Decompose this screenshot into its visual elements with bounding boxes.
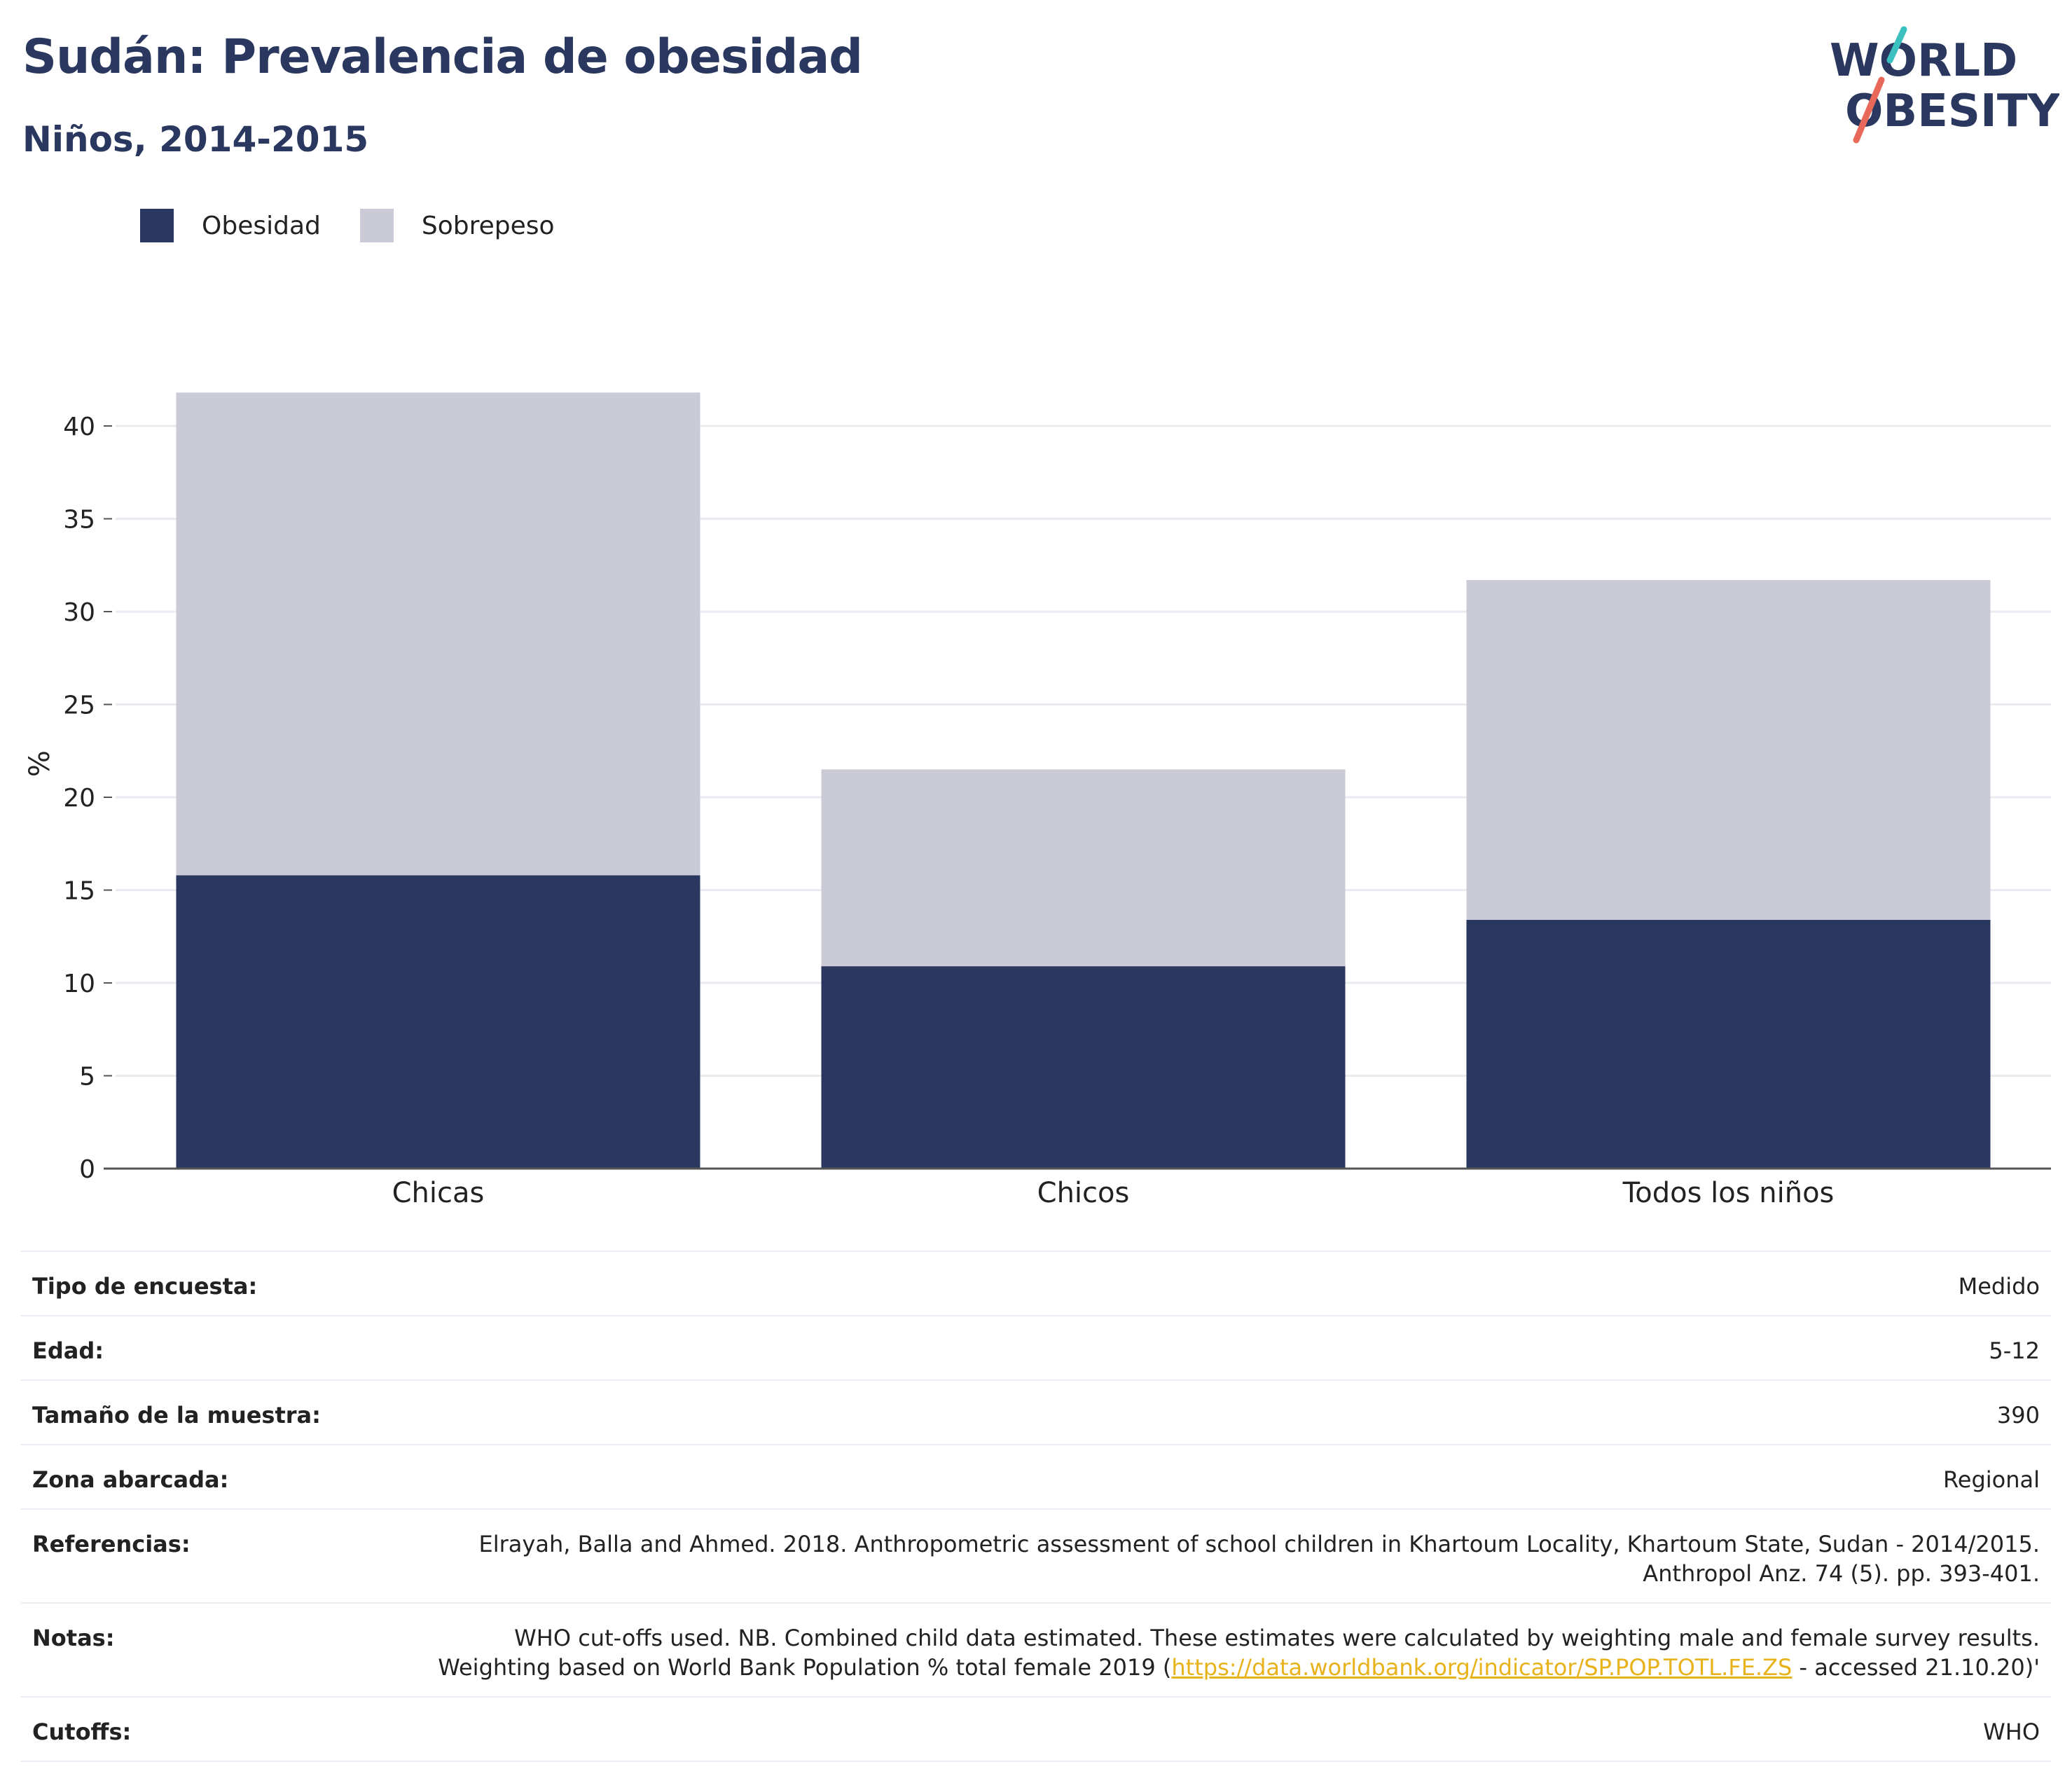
info-label: Edad: [32,1337,104,1364]
notes-link[interactable]: https://data.worldbank.org/indicator/SP.… [1171,1654,1793,1681]
bar-obesity [1466,919,1991,1169]
y-axis-ticks: 0 5 10 15 20 25 30 35 40 [63,413,112,1184]
info-label: Tamaño de la muestra: [32,1402,321,1429]
legend-item-overweight: Sobrepeso [359,209,555,242]
logo-slash-coral [1853,76,1885,144]
x-tick-label: Chicos [1037,1177,1130,1209]
y-axis-label: % [24,750,56,777]
legend-label-overweight: Sobrepeso [421,211,555,240]
info-value: Medido [1958,1273,2040,1300]
legend-swatch-overweight [359,209,394,242]
info-label: Cutoffs: [32,1719,132,1745]
legend-item-obesity: Obesidad [140,209,321,242]
bars [104,392,2051,1170]
logo-line-1: WORLD [1830,35,2017,87]
info-row-notes: Notas: WHO cut-offs used. NB. Combined ch… [21,1602,2051,1696]
notes-text: WHO cut-offs used. NB. Combined child da… [438,1625,2040,1681]
info-value: WHO [1983,1719,2040,1745]
legend-swatch-obesity [140,209,174,242]
chart-subtitle: Niños, 2014-2015 [22,119,369,160]
info-row-cutoffs: Cutoffs: WHO [21,1696,2051,1762]
notes-text-end: - accessed 21.10.20)' [1792,1654,2040,1681]
info-label: Tipo de encuesta: [32,1273,258,1300]
y-tick-label: 25 [63,691,95,720]
bar-chart: 0 5 10 15 20 25 30 35 40 Chicas Chicos Todos los n… [24,392,2051,1209]
info-row: Edad: 5-12 [21,1315,2051,1379]
info-value: Elrayah, Balla and Ahmed. 2018. Anthropo… [478,1531,2040,1587]
legend-label-obesity: Obesidad [202,211,321,240]
info-value: 390 [1996,1402,2040,1429]
x-tick-label: Todos los niños [1622,1177,1835,1209]
y-tick-label: 0 [79,1155,95,1184]
info-row: Tipo de encuesta: Medido [21,1251,2051,1315]
bar-overweight [1466,579,1991,920]
bar-obesity [821,966,1346,1169]
info-row: Zona abarcada: Regional [21,1444,2051,1508]
survey-info-table: Tipo de encuesta: Medido Edad: 5-12 Tamaño d… [21,1251,2051,1762]
info-label: Notas: [32,1625,115,1651]
y-tick-label: 20 [63,784,95,813]
y-tick-label: 15 [63,877,95,906]
y-tick-label: 30 [63,598,95,627]
bar-overweight [821,769,1346,967]
chart-title: Sudán: Prevalencia de obesidad [22,29,863,85]
info-value: WHO cut-offs used. NB. Combined child da… [429,1623,2040,1682]
info-value: 5-12 [1989,1337,2040,1364]
info-label: Zona abarcada: [32,1466,229,1493]
x-tick-label: Chicas [392,1177,485,1209]
y-tick-label: 40 [63,413,95,441]
bar-obesity [176,875,700,1169]
info-row: Referencias: Elrayah, Balla and Ahmed. 20… [21,1508,2051,1602]
info-label: Referencias: [32,1531,191,1557]
info-value: Regional [1942,1466,2040,1493]
logo-line-2: OBESITY [1845,85,2059,137]
y-tick-label: 5 [79,1063,95,1092]
info-row: Tamaño de la muestra: 390 [21,1379,2051,1444]
world-obesity-logo: WORLD OBESITY [1830,26,2059,144]
legend: Obesidad Sobrepeso [140,207,594,245]
x-axis-labels: Chicas Chicos Todos los niños [392,1177,1835,1209]
logo-slash-teal [1886,26,1907,64]
bar-overweight [176,392,700,876]
y-tick-label: 35 [63,506,95,535]
y-tick-label: 10 [63,970,95,998]
